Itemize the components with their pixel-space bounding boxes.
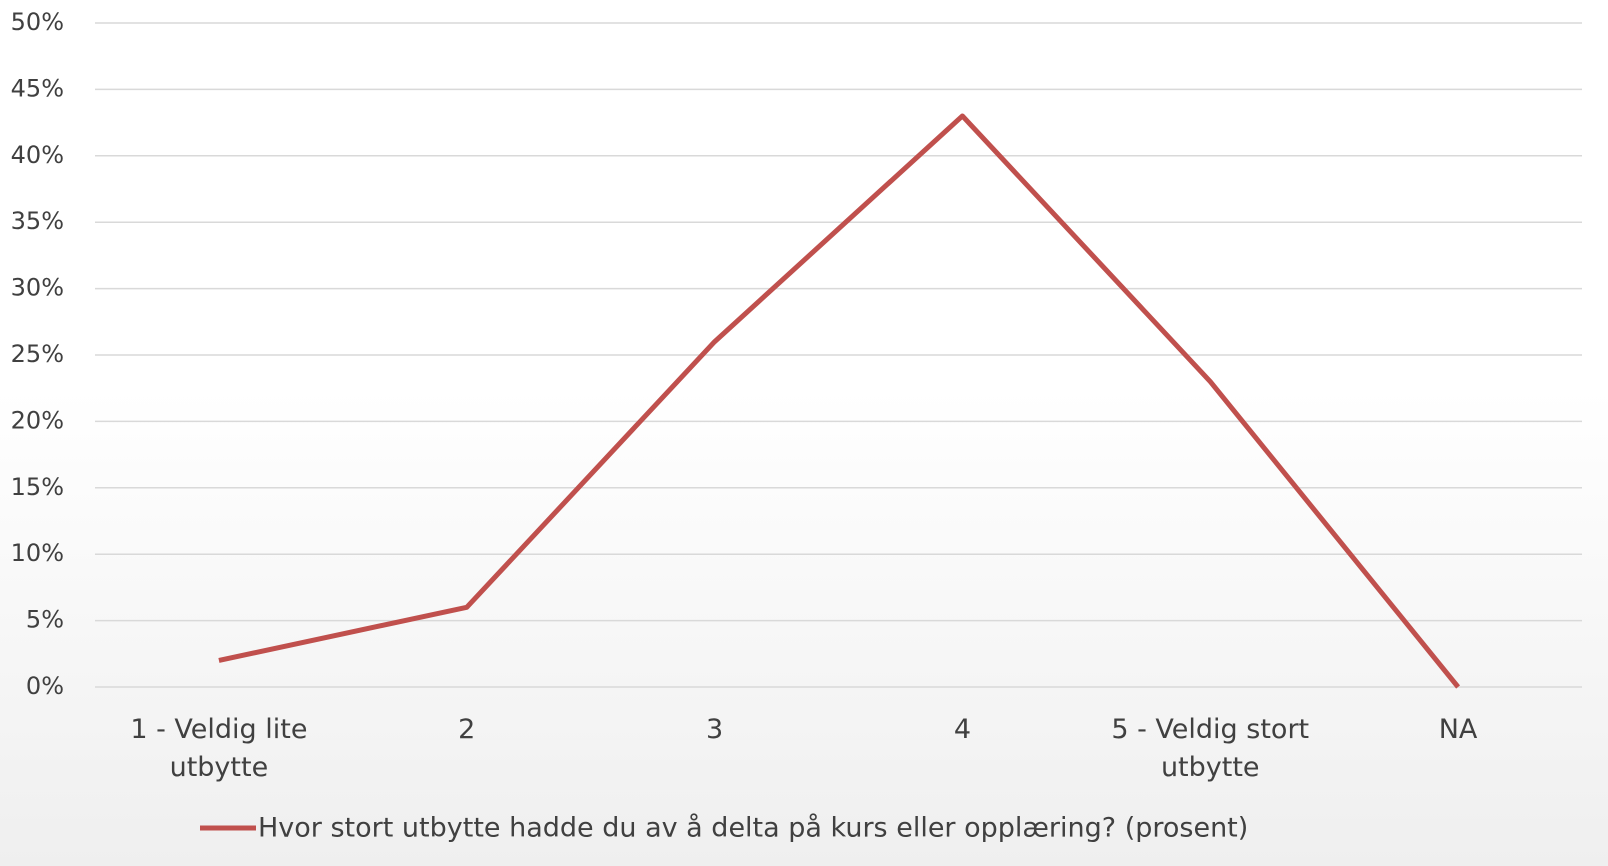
data-line [218,113,1461,689]
legend-label: Hvor stort utbytte hadde du av å delta p… [258,813,1248,844]
x-tick-label: 1 - Veldig lite utbytte [130,714,308,783]
y-tick-label: 5% [26,606,64,634]
y-tick-label: 45% [11,74,64,102]
x-tick-label: 4 [953,714,971,745]
y-tick-label: 35% [11,207,64,235]
y-tick-label: 30% [11,274,64,302]
y-tick-label: 25% [11,340,64,368]
x-tick-label: 5 - Veldig stort utbytte [1111,714,1310,783]
x-tick-label: NA [1438,714,1478,745]
y-tick-label: 0% [26,672,64,700]
y-tick-label: 40% [11,141,64,169]
y-tick-label: 10% [11,539,64,567]
y-tick-label: 20% [11,406,64,434]
x-tick-label: 2 [458,714,476,745]
x-tick-label: 3 [705,714,724,745]
y-tick-label: 50% [11,8,64,36]
y-tick-label: 15% [11,473,64,501]
